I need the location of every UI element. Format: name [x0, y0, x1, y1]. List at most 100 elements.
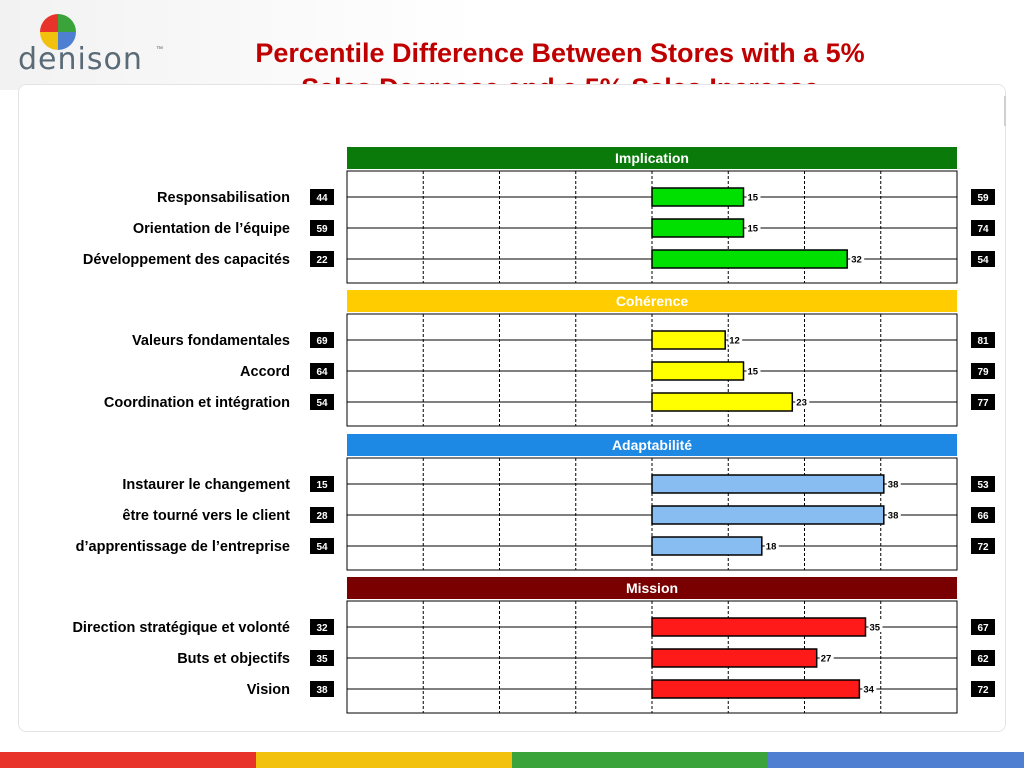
difference-value: 32 [851, 255, 862, 266]
increase-box [971, 394, 995, 410]
group-title: Adaptabilité [612, 437, 692, 453]
footer-segment-yellow [256, 752, 512, 768]
increase-box [971, 220, 995, 236]
decrease-box [310, 220, 334, 236]
increase-value: 72 [977, 685, 989, 696]
increase-box [971, 189, 995, 205]
increase-box [971, 681, 995, 697]
increase-value: 77 [977, 398, 989, 409]
group-header-0 [347, 147, 957, 169]
difference-bar [651, 617, 867, 637]
decrease-value: 54 [316, 398, 328, 409]
difference-value-bg [850, 253, 865, 264]
decrease-box [310, 538, 334, 554]
difference-value: 23 [796, 398, 807, 409]
difference-value: 12 [729, 336, 740, 347]
increase-value: 59 [977, 193, 989, 204]
difference-value-bg [819, 652, 834, 663]
increase-box [971, 650, 995, 666]
logo-circle-icon [40, 14, 76, 50]
group-title: Mission [626, 580, 678, 596]
difference-value-bg [886, 478, 901, 489]
footer-segment-blue [768, 752, 1024, 768]
difference-bar [651, 187, 745, 207]
decrease-box [310, 619, 334, 635]
decrease-box [310, 251, 334, 267]
decrease-box [310, 650, 334, 666]
increase-value: 72 [977, 542, 989, 553]
row-label: Développement des capacités [83, 252, 290, 268]
row-label: être tourné vers le client [122, 508, 290, 524]
group-header-1 [347, 290, 957, 312]
group-header-2 [347, 434, 957, 456]
decrease-value: 44 [316, 193, 328, 204]
increase-box [971, 476, 995, 492]
difference-bar [651, 361, 745, 381]
footer-color-bar [0, 752, 1024, 768]
decrease-value: 32 [316, 623, 328, 634]
decrease-box [310, 332, 334, 348]
difference-value-bg [862, 683, 877, 694]
difference-value-bg [728, 334, 743, 345]
footer-segment-red [0, 752, 256, 768]
row-label: Valeurs fondamentales [132, 333, 290, 349]
title-line-1: Percentile Difference Between Stores wit… [255, 38, 865, 68]
decrease-value: 59 [316, 224, 328, 235]
row-label: Coordination et intégration [104, 395, 290, 411]
difference-value: 27 [821, 654, 832, 665]
difference-value-bg [886, 509, 901, 520]
decrease-box [310, 394, 334, 410]
increase-box [971, 538, 995, 554]
difference-bar [651, 536, 763, 556]
difference-value: 38 [888, 511, 899, 522]
footer-segment-green [512, 752, 768, 768]
decrease-value: 54 [316, 542, 328, 553]
increase-value: 67 [977, 623, 989, 634]
difference-bar [651, 679, 861, 699]
increase-value: 81 [977, 336, 989, 347]
difference-bar [651, 249, 848, 269]
difference-value: 35 [870, 623, 881, 634]
decrease-value: 38 [316, 685, 328, 696]
difference-value-bg [795, 396, 810, 407]
decrease-value: 35 [316, 654, 328, 665]
row-label: d’apprentissage de l’entreprise [76, 539, 290, 555]
row-label: Accord [240, 364, 290, 380]
difference-value: 18 [766, 542, 777, 553]
increase-value: 62 [977, 654, 989, 665]
increase-box [971, 363, 995, 379]
difference-value: 15 [748, 367, 759, 378]
difference-value-bg [746, 191, 761, 202]
group-header-3 [347, 577, 957, 599]
difference-bar [651, 505, 885, 525]
row-label: Vision [247, 682, 290, 698]
difference-value: 38 [888, 480, 899, 491]
decrease-box [310, 189, 334, 205]
decrease-box [310, 507, 334, 523]
row-label: Buts et objectifs [177, 651, 290, 667]
decrease-box [310, 363, 334, 379]
decrease-value: 69 [316, 336, 328, 347]
logo-trademark: ™ [156, 46, 163, 53]
difference-value-bg [746, 222, 761, 233]
difference-value: 15 [748, 224, 759, 235]
increase-value: 79 [977, 367, 989, 378]
row-label: Responsabilisation [157, 190, 290, 206]
group-title: Implication [615, 150, 689, 166]
decrease-value: 64 [316, 367, 328, 378]
difference-bar [651, 392, 794, 412]
increase-box [971, 619, 995, 635]
difference-bar [651, 330, 726, 350]
decrease-box [310, 476, 334, 492]
header-background [0, 0, 480, 90]
panel-edge-line [1004, 96, 1006, 126]
logo-text: denison [18, 42, 143, 77]
denison-logo: denison ™ [18, 14, 168, 77]
difference-value: 34 [863, 685, 874, 696]
difference-bar [651, 218, 745, 238]
decrease-value: 15 [316, 480, 328, 491]
increase-value: 74 [977, 224, 989, 235]
increase-box [971, 507, 995, 523]
row-label: Instaurer le changement [122, 477, 290, 493]
